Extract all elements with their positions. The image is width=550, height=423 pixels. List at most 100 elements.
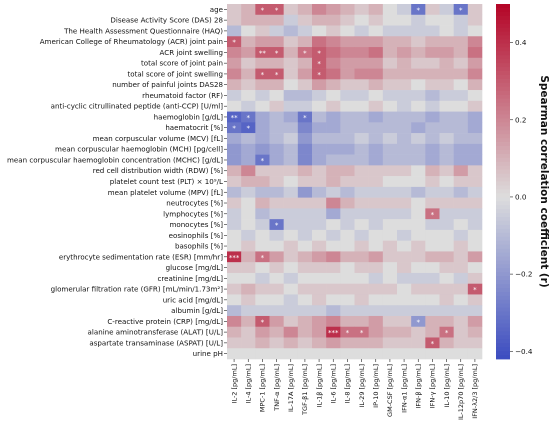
heatmap-cell bbox=[227, 143, 242, 155]
heatmap-cell bbox=[382, 326, 398, 338]
colorbar-segment bbox=[496, 146, 510, 151]
heatmap-cell bbox=[340, 229, 355, 241]
heatmap-cell bbox=[340, 326, 355, 338]
heatmap-cell bbox=[411, 262, 426, 274]
significance-star: *** bbox=[328, 329, 339, 337]
heatmap-cell bbox=[269, 219, 284, 231]
heatmap-cell bbox=[368, 133, 384, 145]
heatmap-cell bbox=[283, 283, 299, 295]
heatmap-cell bbox=[255, 272, 270, 284]
colorbar-segment bbox=[496, 122, 510, 127]
heatmap-cell bbox=[354, 122, 369, 134]
heatmap-cell bbox=[255, 283, 270, 295]
heatmap-cell bbox=[397, 315, 412, 328]
heatmap-cell bbox=[467, 100, 483, 112]
row-label: total score of joint pain bbox=[141, 59, 223, 68]
row-label: C-reactive protein (CRP) [mg/dL] bbox=[107, 317, 223, 326]
heatmap-cell bbox=[326, 133, 341, 145]
heatmap-cell bbox=[368, 36, 384, 48]
heatmap-cell bbox=[255, 326, 270, 338]
heatmap-cell bbox=[326, 14, 341, 26]
heatmap-cell bbox=[297, 68, 313, 80]
heatmap-cell bbox=[453, 154, 469, 166]
heatmap-cell bbox=[283, 315, 299, 328]
heatmap-cell bbox=[397, 208, 412, 220]
heatmap-cell bbox=[411, 272, 426, 284]
heatmap-cell bbox=[397, 14, 412, 26]
heatmap-cell bbox=[467, 208, 483, 220]
colorbar-segment bbox=[496, 149, 510, 155]
heatmap-cell bbox=[354, 176, 369, 188]
column-label: TGF-β1 [pg/mL] bbox=[301, 364, 309, 416]
heatmap-cell bbox=[425, 272, 440, 284]
heatmap-cell bbox=[397, 186, 412, 198]
heatmap-cell bbox=[411, 25, 426, 37]
column-label: IFN-α1 [pg/mL] bbox=[400, 364, 408, 413]
heatmap-cell bbox=[326, 326, 341, 338]
heatmap-cell bbox=[241, 208, 256, 220]
heatmap-cell bbox=[397, 4, 412, 16]
heatmap-cell bbox=[368, 100, 384, 112]
colorbar-segment bbox=[496, 288, 510, 293]
heatmap-cell bbox=[354, 25, 369, 37]
heatmap-cell bbox=[425, 315, 440, 328]
colorbar-segment bbox=[496, 351, 510, 356]
heatmap-cell bbox=[255, 100, 270, 112]
row-label: erythrocyte sedimentation rate (ESR) [mm… bbox=[59, 252, 223, 261]
heatmap-cell bbox=[411, 79, 426, 91]
row-label: haemoglobin [g/dL] bbox=[154, 112, 224, 121]
significance-star: * bbox=[232, 39, 236, 47]
heatmap-cell bbox=[368, 251, 384, 263]
column-label: IL-2 [pg/mL] bbox=[230, 364, 238, 403]
heatmap-cell bbox=[397, 262, 412, 274]
heatmap-cell bbox=[283, 186, 299, 198]
heatmap-cell bbox=[227, 283, 242, 295]
heatmap-cell bbox=[227, 25, 242, 37]
heatmap-cell bbox=[326, 100, 341, 112]
heatmap-cell bbox=[297, 36, 313, 48]
heatmap-cell bbox=[283, 326, 299, 338]
heatmap-cell bbox=[241, 272, 256, 284]
colorbar-tick-label: −0.4 bbox=[515, 347, 533, 356]
colorbar-segment bbox=[496, 23, 510, 29]
heatmap-cell bbox=[326, 68, 341, 80]
heatmap-cell bbox=[269, 133, 284, 145]
heatmap-cell bbox=[283, 197, 299, 209]
heatmap-cell bbox=[312, 111, 327, 123]
heatmap-cell bbox=[453, 348, 469, 360]
heatmap-cell bbox=[382, 25, 398, 37]
heatmap-cell bbox=[425, 337, 440, 349]
heatmap-cell bbox=[354, 251, 369, 263]
heatmap-cell bbox=[467, 133, 483, 145]
heatmap-cell bbox=[453, 176, 469, 188]
heatmap-cell bbox=[326, 283, 341, 295]
heatmap-cell bbox=[255, 176, 270, 188]
heatmap-cell bbox=[269, 47, 284, 59]
colorbar-segment bbox=[496, 272, 510, 277]
heatmap-cell bbox=[368, 122, 384, 134]
heatmap-cell bbox=[227, 47, 242, 59]
heatmap-cell bbox=[368, 57, 384, 69]
heatmap-cell bbox=[382, 100, 398, 112]
heatmap-cell bbox=[340, 240, 355, 252]
heatmap-cell bbox=[467, 186, 483, 198]
colorbar-segment bbox=[496, 331, 510, 336]
heatmap-cell bbox=[467, 283, 483, 295]
heatmap-cell bbox=[227, 122, 242, 134]
heatmap-cell bbox=[227, 57, 242, 69]
heatmap-cell bbox=[241, 100, 256, 112]
row-label: ACR joint swelling bbox=[160, 48, 223, 57]
heatmap-cell bbox=[255, 315, 270, 328]
heatmap-cell bbox=[227, 186, 242, 198]
heatmap-cell bbox=[283, 111, 299, 123]
heatmap-cell bbox=[312, 348, 327, 360]
row-label: total score of joint swelling bbox=[128, 69, 223, 78]
heatmap-cell bbox=[326, 208, 341, 220]
heatmap-cell bbox=[368, 240, 384, 252]
heatmap-cell bbox=[411, 165, 426, 177]
heatmap-cell bbox=[255, 165, 270, 177]
heatmap-cell bbox=[467, 337, 483, 349]
heatmap-cell bbox=[397, 79, 412, 91]
heatmap-cell bbox=[382, 337, 398, 349]
heatmap-cell bbox=[382, 251, 398, 263]
